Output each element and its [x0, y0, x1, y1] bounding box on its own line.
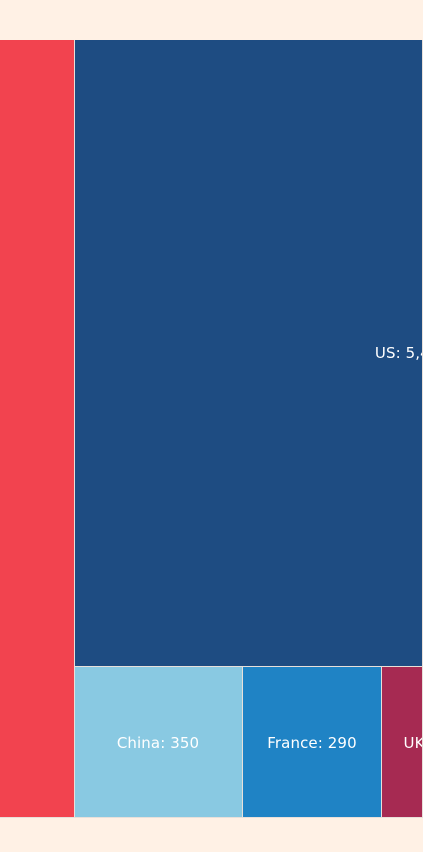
tile-china: China: 350 [75, 667, 243, 818]
tile-left [0, 40, 75, 818]
tile-france-label: France: 290 [267, 734, 357, 752]
tile-us: US: 5,428 [75, 40, 423, 667]
tile-uk-label: UK [403, 734, 423, 752]
tile-uk: UK [382, 667, 423, 818]
tile-france: France: 290 [243, 667, 382, 818]
treemap-chart: US: 5,428 China: 350 France: 290 UK [0, 40, 423, 818]
tile-china-label: China: 350 [116, 734, 200, 752]
tile-us-label: US: 5,428 [374, 344, 422, 362]
